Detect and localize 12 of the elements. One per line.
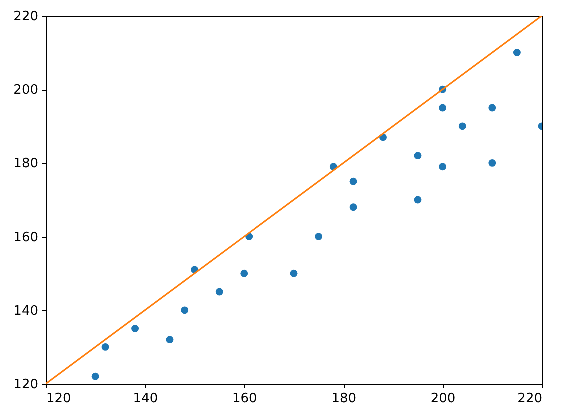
- y-tick-label: 120: [14, 378, 38, 392]
- y-tick-label: 140: [14, 304, 38, 319]
- x-tick-label: 160: [232, 392, 258, 406]
- x-tick-label: 120: [46, 392, 72, 406]
- y-tick-label: 180: [14, 156, 38, 172]
- y-tick-label: 200: [14, 83, 38, 98]
- x-tick-label: 200: [430, 392, 456, 406]
- y-tick-label: 160: [14, 230, 38, 246]
- x-tick-label: 220: [518, 392, 542, 406]
- y-tick-label: 220: [14, 10, 38, 24]
- x-tick-label: 180: [332, 392, 357, 406]
- x-tick-label: 140: [133, 392, 158, 406]
